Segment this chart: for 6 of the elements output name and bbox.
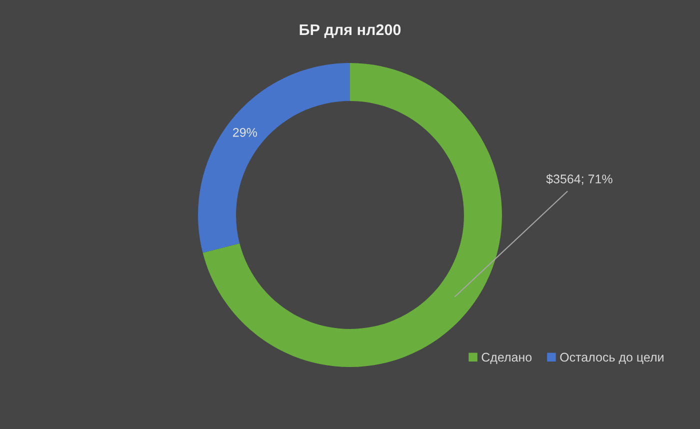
chart-title: БР для нл200 (300, 24, 401, 38)
data-label: 29% (233, 128, 257, 137)
data-label: $3564; 71% (546, 174, 612, 185)
legend-label: Осталось до цели (560, 352, 664, 364)
donut-slice (198, 63, 350, 253)
legend-label: Сделано (482, 352, 532, 364)
